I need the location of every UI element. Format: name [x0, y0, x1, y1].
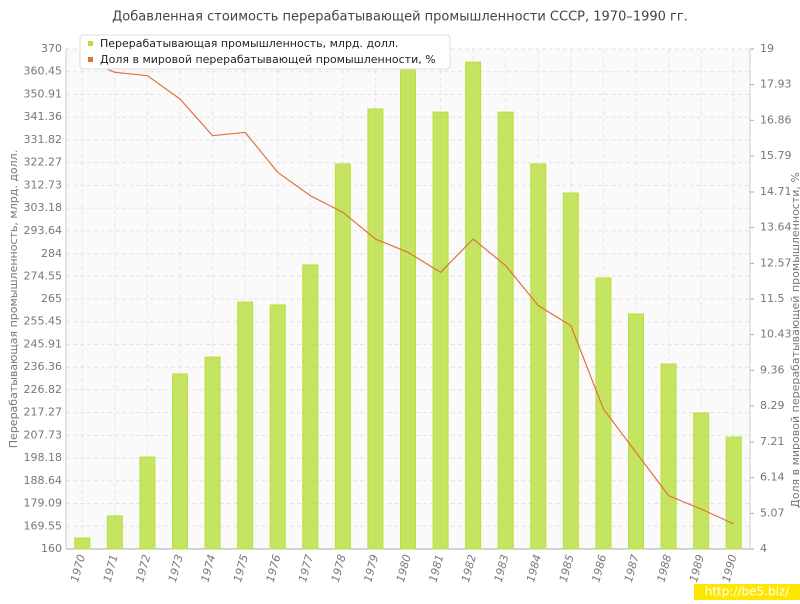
x-tick-label: 1974: [199, 553, 219, 583]
y-tick-label: 284: [41, 247, 62, 260]
y-tick-label: 198.18: [24, 451, 63, 464]
bar: [562, 192, 579, 550]
bar: [302, 264, 319, 550]
x-tick-label: 1973: [166, 553, 186, 583]
x-tick-label: 1972: [133, 553, 153, 583]
y2-tick-label: 12.57: [760, 256, 792, 269]
bar: [367, 108, 384, 550]
x-tick-label: 1971: [101, 553, 121, 583]
y2-tick-label: 7.21: [760, 435, 785, 448]
y2-tick-label: 19: [760, 42, 774, 55]
bar: [432, 111, 449, 550]
y2-tick-label: 11.5: [760, 292, 785, 305]
y-tick-label: 207.73: [24, 428, 63, 441]
x-tick-label: 1975: [231, 553, 251, 583]
bar: [497, 111, 514, 550]
bar: [204, 356, 221, 550]
x-tick-label: 1985: [557, 553, 577, 583]
y-tick-label: 312.73: [24, 178, 63, 191]
legend-label: Доля в мировой перерабатывающей промышле…: [100, 53, 436, 66]
x-tick-label: 1983: [492, 553, 512, 583]
y2-tick-label: 17.93: [760, 78, 792, 91]
bar: [269, 304, 286, 550]
y2-tick-label: 13.64: [760, 221, 792, 234]
bar: [334, 163, 351, 550]
x-tick-label: 1986: [589, 553, 609, 583]
x-tick-label: 1979: [361, 553, 381, 583]
y-tick-label: 350.91: [24, 87, 63, 100]
x-tick-label: 1981: [427, 553, 447, 583]
y-tick-label: 226.82: [24, 383, 63, 396]
bar: [595, 277, 612, 550]
y2-tick-label: 4: [760, 542, 767, 555]
y2-tick-label: 8.29: [760, 399, 785, 412]
y-tick-label: 265: [41, 292, 62, 305]
bar: [237, 301, 254, 550]
y2-tick-label: 10.43: [760, 328, 792, 341]
y2-tick-label: 9.36: [760, 363, 785, 376]
legend-box: [79, 34, 451, 70]
bar: [400, 66, 416, 550]
y-tick-label: 160: [41, 542, 62, 555]
y2-tick-label: 14.71: [760, 185, 792, 198]
y2-tick-label: 6.14: [760, 471, 785, 484]
bar: [106, 515, 123, 550]
x-tick-label: 1984: [524, 553, 544, 583]
bar: [139, 456, 156, 550]
x-tick-label: 1978: [329, 553, 349, 583]
legend: Перерабатывающая промышленность, млрд. д…: [79, 34, 451, 70]
y-tick-label: 236.36: [24, 360, 63, 373]
bar: [74, 537, 91, 550]
bar: [725, 436, 742, 550]
y-tick-label: 217.27: [24, 406, 63, 419]
bar: [465, 61, 482, 550]
line: [82, 58, 734, 525]
x-tick-label: 1988: [655, 553, 675, 583]
y-tick-label: 303.18: [24, 201, 63, 214]
y-tick-label: 245.91: [24, 337, 63, 350]
y-tick-label: 255.45: [24, 315, 63, 328]
x-tick-label: 1970: [68, 553, 88, 583]
legend-swatch: [88, 57, 93, 62]
x-tick-label: 1980: [394, 553, 414, 583]
y-tick-label: 179.09: [24, 497, 63, 510]
chart-title: Добавленная стоимость перерабатывающей п…: [112, 10, 688, 25]
bar: [693, 412, 710, 550]
legend-swatch: [88, 41, 93, 46]
y-axis-label: Перерабатывающая промышленность, млрд. д…: [7, 150, 20, 448]
x-tick-label: 1982: [459, 553, 479, 583]
bar: [628, 313, 644, 550]
y-tick-label: 331.82: [24, 133, 63, 146]
watermark-bg: [694, 584, 800, 600]
y-tick-label: 293.64: [24, 224, 63, 237]
y-tick-label: 169.55: [24, 519, 63, 532]
y2-tick-label: 16.86: [760, 113, 792, 126]
y-tick-label: 322.27: [24, 156, 63, 169]
x-tick-label: 1990: [720, 553, 740, 583]
bar: [172, 373, 188, 550]
x-tick-label: 1987: [622, 553, 642, 583]
legend-label: Перерабатывающая промышленность, млрд. д…: [100, 37, 398, 50]
bar: [530, 163, 547, 550]
y-tick-label: 370: [41, 42, 62, 55]
y-tick-label: 341.36: [24, 110, 63, 123]
y-tick-label: 188.64: [24, 474, 63, 487]
x-tick-label: 1976: [264, 553, 284, 583]
y2-tick-label: 5.07: [760, 506, 785, 519]
x-tick-label: 1989: [687, 553, 707, 583]
bar: [660, 363, 677, 550]
y-tick-label: 274.55: [24, 269, 63, 282]
x-tick-label: 1977: [296, 553, 316, 583]
y-tick-label: 360.45: [24, 65, 63, 78]
y2-tick-label: 15.79: [760, 149, 792, 162]
watermark: http://be5.biz/: [705, 585, 790, 599]
y2-axis-label: Доля в мировой перерабатывающей промышле…: [789, 172, 800, 508]
